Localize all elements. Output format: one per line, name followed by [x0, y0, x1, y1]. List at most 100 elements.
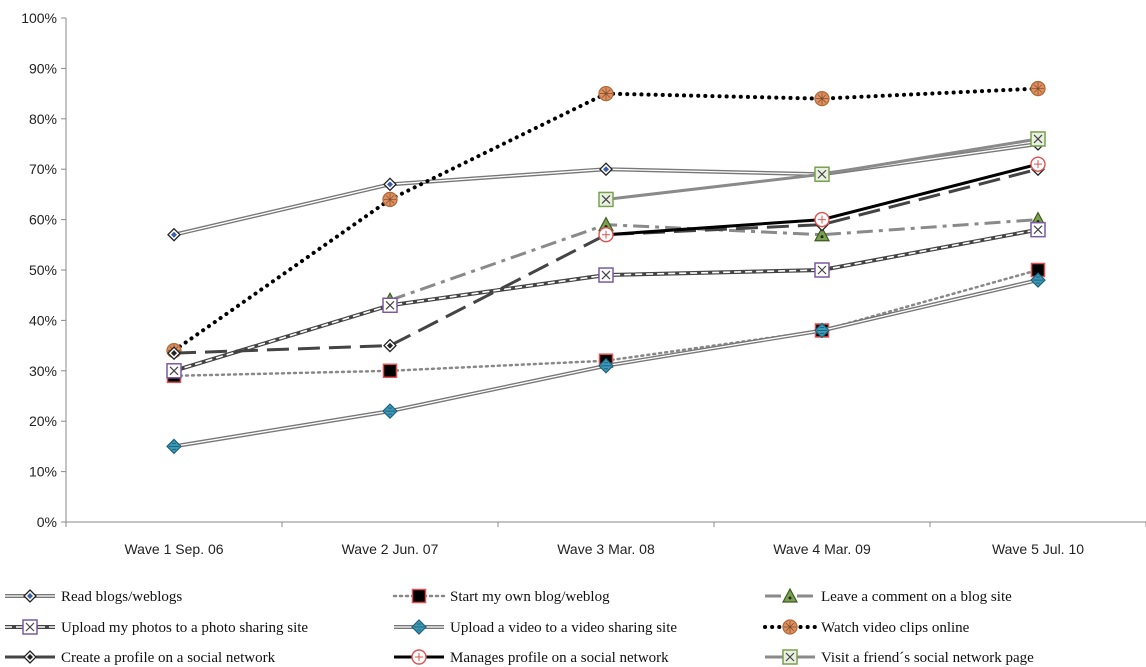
legend-item-1: Read blogs/weblogs — [5, 589, 182, 605]
legend-item-9: Visit a friend´s social network page — [765, 649, 1034, 666]
legend-swatch-marker-shape — [411, 588, 427, 604]
data-point-hatch — [384, 193, 396, 206]
data-point — [1030, 80, 1046, 97]
legend-label: Leave a comment on a blog site — [821, 589, 1012, 605]
legend-swatch-marker — [782, 649, 798, 665]
data-point — [598, 85, 614, 102]
y-tick-label: 0% — [37, 514, 57, 530]
data-point-shape — [382, 363, 398, 379]
data-point-cross — [817, 265, 827, 275]
legend-swatch-marker-hatch — [784, 621, 796, 633]
legend-swatch-marker-cross — [415, 653, 423, 661]
data-point — [1030, 221, 1046, 238]
y-axis-ticks: 0% 10% 20% 30% 40% 50% 60% 70% 80% 90% 100% — [21, 10, 66, 530]
data-point — [814, 166, 830, 182]
legend-swatch-marker — [23, 589, 37, 603]
data-point — [598, 227, 614, 243]
legend-swatch-marker — [411, 649, 427, 665]
data-point — [383, 338, 397, 353]
y-tick-label: 80% — [29, 111, 57, 127]
legend-item-8: Manages profile on a social network — [394, 649, 669, 666]
legend-item-5: Upload a video to a video sharing site — [394, 619, 677, 636]
data-point-cross — [818, 215, 826, 224]
data-point — [814, 90, 830, 107]
data-point-cross — [169, 366, 179, 376]
legend-item-3: Leave a comment on a blog site — [765, 587, 1012, 605]
data-point-cross — [385, 300, 395, 310]
y-tick-label: 40% — [29, 312, 57, 328]
legend: Read blogs/weblogs Start my own blog/webl… — [5, 587, 1034, 666]
series-8 — [598, 156, 1046, 243]
x-tick-label: Wave 2 Jun. 07 — [342, 541, 439, 557]
data-point — [167, 227, 181, 242]
legend-label: Upload my photos to a photo sharing site — [61, 620, 308, 636]
series-9 — [598, 131, 1046, 208]
data-point — [814, 262, 830, 278]
x-tick-label: Wave 1 Sep. 06 — [124, 541, 223, 557]
data-point — [382, 297, 398, 314]
data-point-cross — [1033, 225, 1043, 235]
legend-label: Manages profile on a social network — [450, 650, 669, 666]
legend-swatch-marker-cross — [25, 622, 35, 632]
data-point — [814, 211, 830, 228]
legend-swatch-marker-dot — [788, 596, 792, 600]
legend-swatch-marker — [411, 619, 427, 635]
x-axis-ticks: Wave 1 Sep. 06 Wave 2 Jun. 07 Wave 3 Mar. … — [65, 522, 1146, 557]
data-point-core — [171, 350, 177, 357]
data-point-core — [387, 342, 393, 349]
data-point — [382, 363, 398, 379]
plot-area — [166, 80, 1047, 455]
y-tick-label: 20% — [29, 413, 57, 429]
legend-label: Watch video clips online — [821, 620, 970, 636]
y-tick-label: 70% — [29, 161, 57, 177]
legend-label: Read blogs/weblogs — [61, 589, 182, 605]
data-point-cross — [1033, 134, 1043, 144]
data-point-hatch — [1032, 82, 1044, 95]
legend-swatch-marker-core — [27, 593, 33, 599]
y-tick-label: 90% — [29, 60, 57, 76]
data-point — [814, 322, 830, 339]
data-point-shape — [813, 226, 831, 242]
data-point-core — [171, 231, 177, 238]
data-point — [166, 438, 182, 455]
data-point — [598, 357, 614, 374]
legend-swatch-marker — [782, 619, 798, 635]
legend-item-4: Upload my photos to a photo sharing site — [5, 619, 308, 636]
y-tick-label: 10% — [29, 464, 57, 480]
data-point — [382, 403, 398, 419]
y-tick-label: 30% — [29, 363, 57, 379]
legend-label: Create a profile on a social network — [61, 650, 276, 666]
data-point-hatch — [600, 87, 612, 100]
y-tick-label: 50% — [29, 262, 57, 278]
legend-swatch-marker-shape — [781, 587, 799, 603]
data-point-hatch — [816, 92, 828, 105]
legend-swatch-marker — [781, 587, 799, 603]
legend-label: Upload a video to a video sharing site — [450, 620, 677, 636]
legend-swatch-marker — [411, 588, 427, 604]
data-point-core — [603, 166, 609, 173]
series-line — [389, 218, 1039, 302]
data-point — [382, 191, 398, 208]
legend-label: Visit a friend´s social network page — [821, 650, 1034, 666]
series-line — [173, 167, 1039, 355]
data-point — [166, 363, 182, 379]
legend-label: Start my own blog/weblog — [450, 589, 610, 605]
data-point-cross — [601, 195, 611, 204]
y-tick-label: 100% — [21, 10, 57, 26]
data-point — [1030, 272, 1046, 288]
legend-swatch-marker — [22, 619, 38, 635]
data-point — [598, 267, 614, 283]
data-point — [383, 177, 397, 192]
data-point — [167, 346, 181, 361]
data-point-core — [387, 181, 393, 188]
legend-swatch-marker — [23, 650, 37, 664]
x-tick-label: Wave 4 Mar. 09 — [773, 541, 871, 557]
y-tick-label: 60% — [29, 212, 57, 228]
x-tick-label: Wave 3 Mar. 08 — [557, 541, 655, 557]
legend-item-2: Start my own blog/weblog — [392, 588, 610, 605]
series-4 — [166, 221, 1046, 379]
data-point-cross — [601, 270, 611, 280]
data-point-cross — [602, 230, 610, 239]
legend-swatch-marker-cross — [785, 652, 795, 662]
legend-item-6: Watch video clips online — [763, 619, 970, 636]
